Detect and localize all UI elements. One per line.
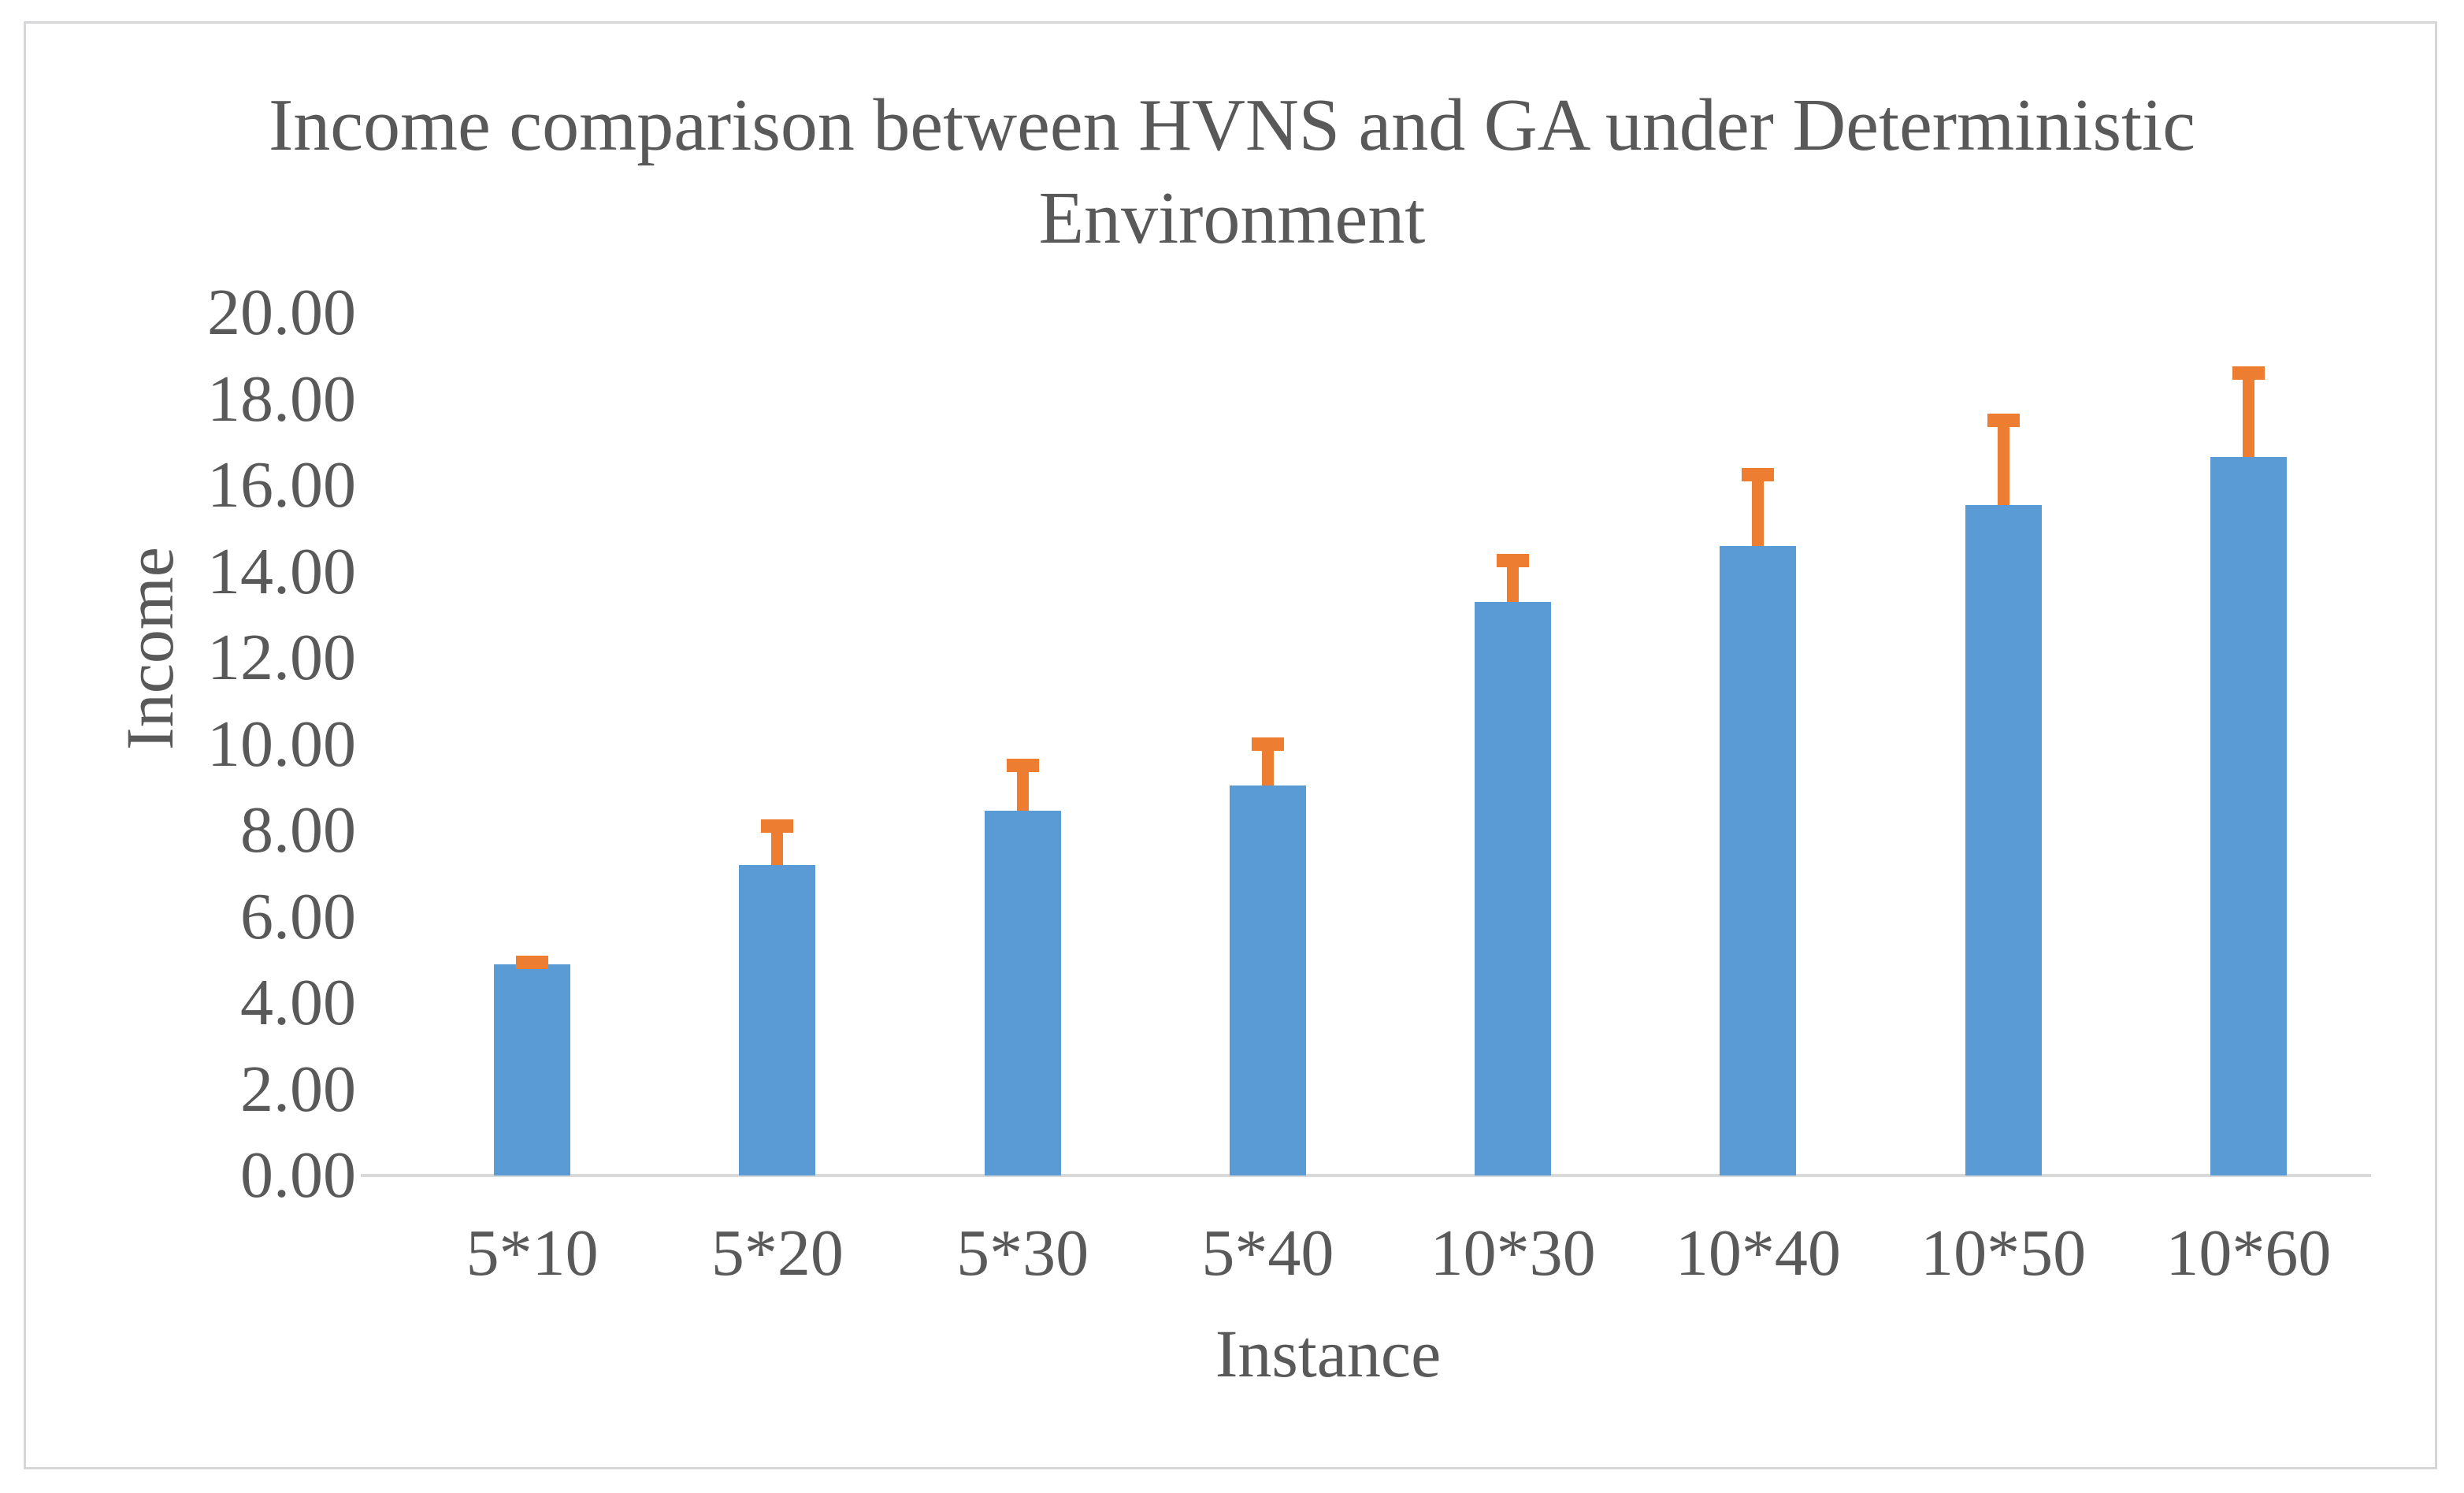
error-bar-cap: [1742, 467, 1775, 481]
x-tick-label: 5*20: [711, 1216, 844, 1290]
x-axis-line: [361, 1174, 2371, 1177]
bar: [494, 964, 571, 1175]
error-bar-line: [1016, 765, 1029, 811]
x-tick-label: 5*40: [1201, 1216, 1334, 1290]
error-bar-line: [2242, 373, 2254, 458]
y-tick-label: 12.00: [207, 621, 356, 694]
error-bar-cap: [2232, 366, 2265, 381]
bar: [984, 811, 1061, 1175]
bar: [1720, 545, 1797, 1175]
error-bar-cap: [761, 819, 794, 834]
error-bar-line: [1752, 474, 1765, 546]
error-bar-line: [1261, 744, 1274, 785]
x-tick-label: 10*50: [1920, 1216, 2087, 1290]
error-bar-cap: [1497, 554, 1530, 568]
x-tick-label: 10*30: [1430, 1216, 1596, 1290]
bar: [1229, 785, 1306, 1175]
x-tick-label: 5*10: [466, 1216, 599, 1290]
y-tick-label: 6.00: [240, 879, 356, 953]
error-bar-cap: [1251, 737, 1284, 751]
y-tick-label: 10.00: [207, 707, 356, 781]
x-tick-label: 5*30: [956, 1216, 1089, 1290]
y-tick-label: 2.00: [240, 1052, 356, 1126]
y-tick-label: 0.00: [240, 1138, 356, 1212]
chart-title-text: Income comparison between HVNS and GA un…: [269, 84, 2195, 259]
error-bar-cap: [1006, 759, 1039, 773]
bar: [739, 864, 816, 1175]
error-bar-line: [1997, 420, 2009, 505]
bar: [1475, 601, 1552, 1175]
x-axis-title-text: Instance: [1215, 1316, 1442, 1391]
x-tick-label: 10*60: [2165, 1216, 2332, 1290]
bar: [2210, 457, 2287, 1175]
error-bar-line: [771, 826, 784, 865]
error-bar-line: [1507, 560, 1520, 602]
y-tick-label: 8.00: [240, 793, 356, 867]
error-bar-cap: [1987, 414, 2020, 428]
chart-title: Income comparison between HVNS and GA un…: [224, 79, 2240, 265]
x-tick-label: 10*40: [1675, 1216, 1841, 1290]
y-tick-label: 16.00: [207, 448, 356, 522]
y-tick-label: 20.00: [207, 276, 356, 349]
y-tick-label: 18.00: [207, 362, 356, 436]
bar: [1965, 504, 2042, 1175]
x-axis-title: Instance: [96, 1319, 2464, 1388]
error-bar-cap: [516, 955, 549, 969]
y-tick-label: 4.00: [240, 966, 356, 1039]
plot-area: [361, 313, 2371, 1177]
y-tick-label: 14.00: [207, 534, 356, 608]
